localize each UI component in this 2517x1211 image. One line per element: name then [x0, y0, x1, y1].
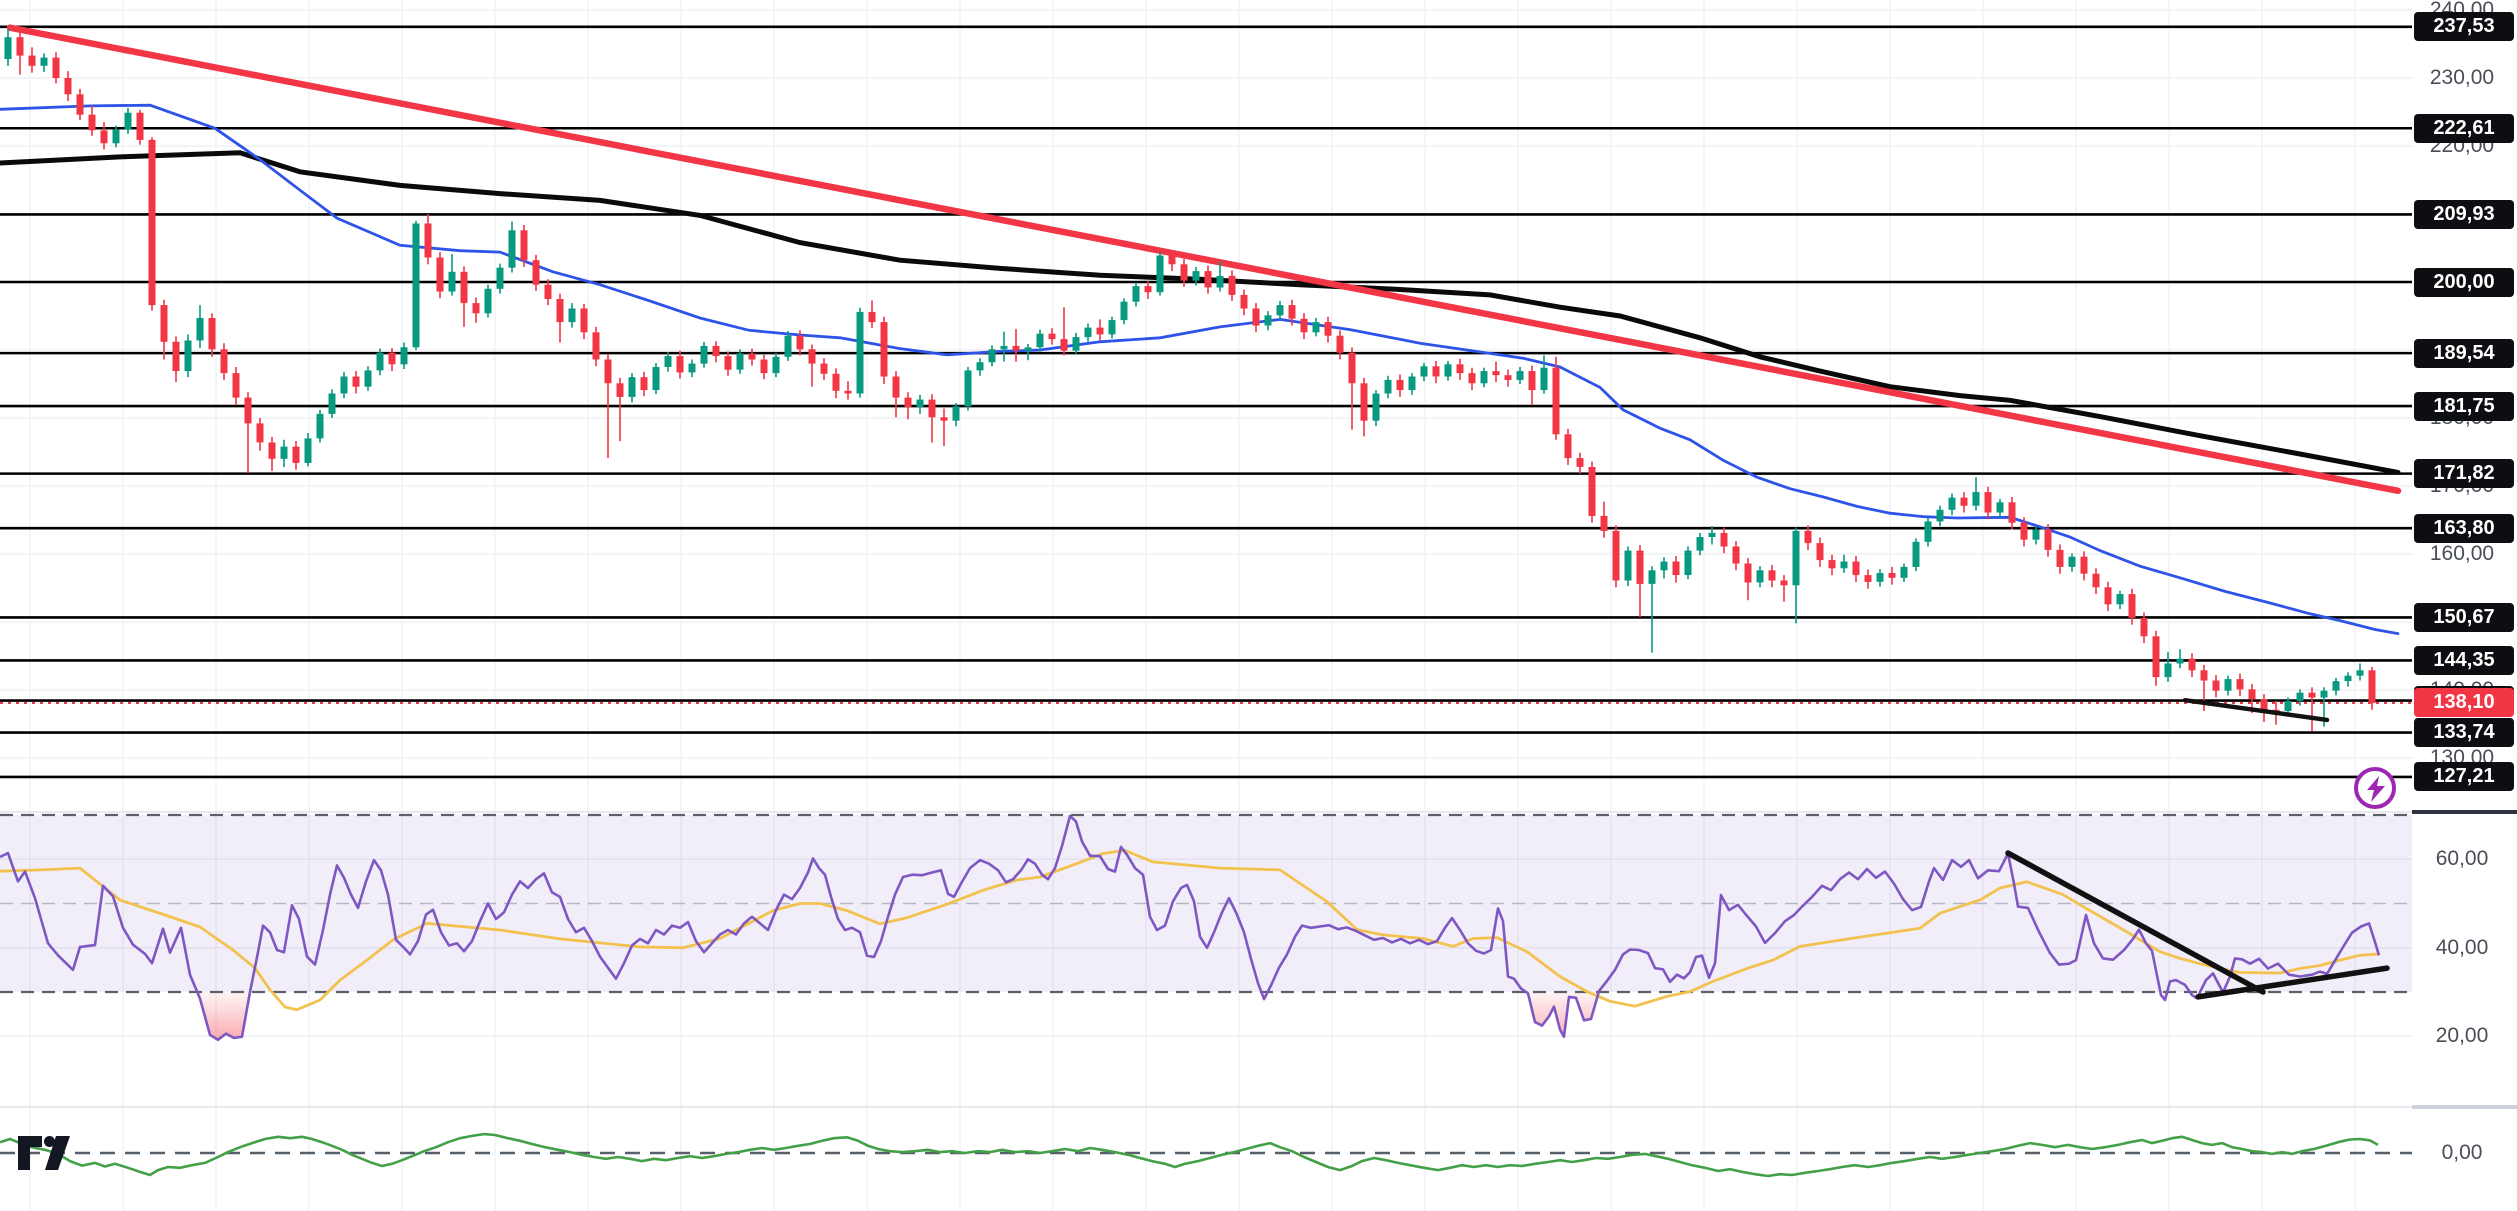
descending-trendline-red[interactable]: [6, 24, 2402, 495]
price-level-badge: 200,00: [2414, 267, 2514, 297]
price-level-badge: 171,82: [2414, 459, 2514, 489]
price-level-badge: 133,74: [2414, 718, 2514, 748]
price-level-badge: 181,75: [2414, 391, 2514, 421]
price-tick: 160,00: [2429, 542, 2495, 565]
oscillator-line[interactable]: [0, 1132, 2379, 1178]
vertical-gridlines: [29, 0, 2356, 1211]
oscillator-tick: 0,00: [2441, 1141, 2483, 1164]
current-price-badge: 138,10: [2414, 688, 2514, 718]
rsi-tick: 60,00: [2435, 847, 2489, 871]
rsi-tick: 40,00: [2435, 935, 2489, 959]
ma-50-blue[interactable]: [0, 103, 2400, 635]
price-level-lines[interactable]: [0, 25, 2412, 779]
lightning-button[interactable]: [2354, 767, 2396, 809]
price-tick: 230,00: [2429, 66, 2495, 89]
rsi-ma-line[interactable]: [0, 849, 2381, 1012]
price-axis[interactable]: 240,00230,00220,00210,00200,00190,00180,…: [2412, 0, 2517, 1211]
tradingview-logo-dot: [44, 1136, 55, 1147]
tradingview-logo[interactable]: [18, 1136, 72, 1173]
price-level-badge: 127,21: [2414, 762, 2514, 792]
ma-200-black[interactable]: [0, 150, 2401, 475]
price-level-badge: 222,61: [2414, 113, 2514, 143]
price-level-badge: 209,93: [2414, 199, 2514, 229]
price-level-badge: 189,54: [2414, 338, 2514, 368]
price-level-badge: 150,67: [2414, 602, 2514, 632]
price-level-badge: 144,35: [2414, 645, 2514, 675]
pane-separators[interactable]: [0, 810, 2517, 1109]
tradingview-logo-bar: [18, 1136, 42, 1170]
rsi-oversold-fill: [197, 992, 2224, 1040]
rsi-trendline-1[interactable]: [2005, 850, 2266, 995]
rsi-trendline-2[interactable]: [2195, 965, 2390, 1000]
tradingview-logo-slash: [45, 1136, 70, 1170]
rsi-line[interactable]: [0, 814, 2381, 1042]
price-level-badge: 237,53: [2414, 12, 2514, 42]
candlesticks[interactable]: [4, 27, 2376, 732]
lightning-icon: [2367, 776, 2385, 802]
price-level-badge: 163,80: [2414, 513, 2514, 543]
support-trendline-black[interactable]: [2182, 697, 2330, 723]
rsi-tick: 20,00: [2435, 1024, 2489, 1048]
rsi-band-lines: [0, 813, 2412, 994]
